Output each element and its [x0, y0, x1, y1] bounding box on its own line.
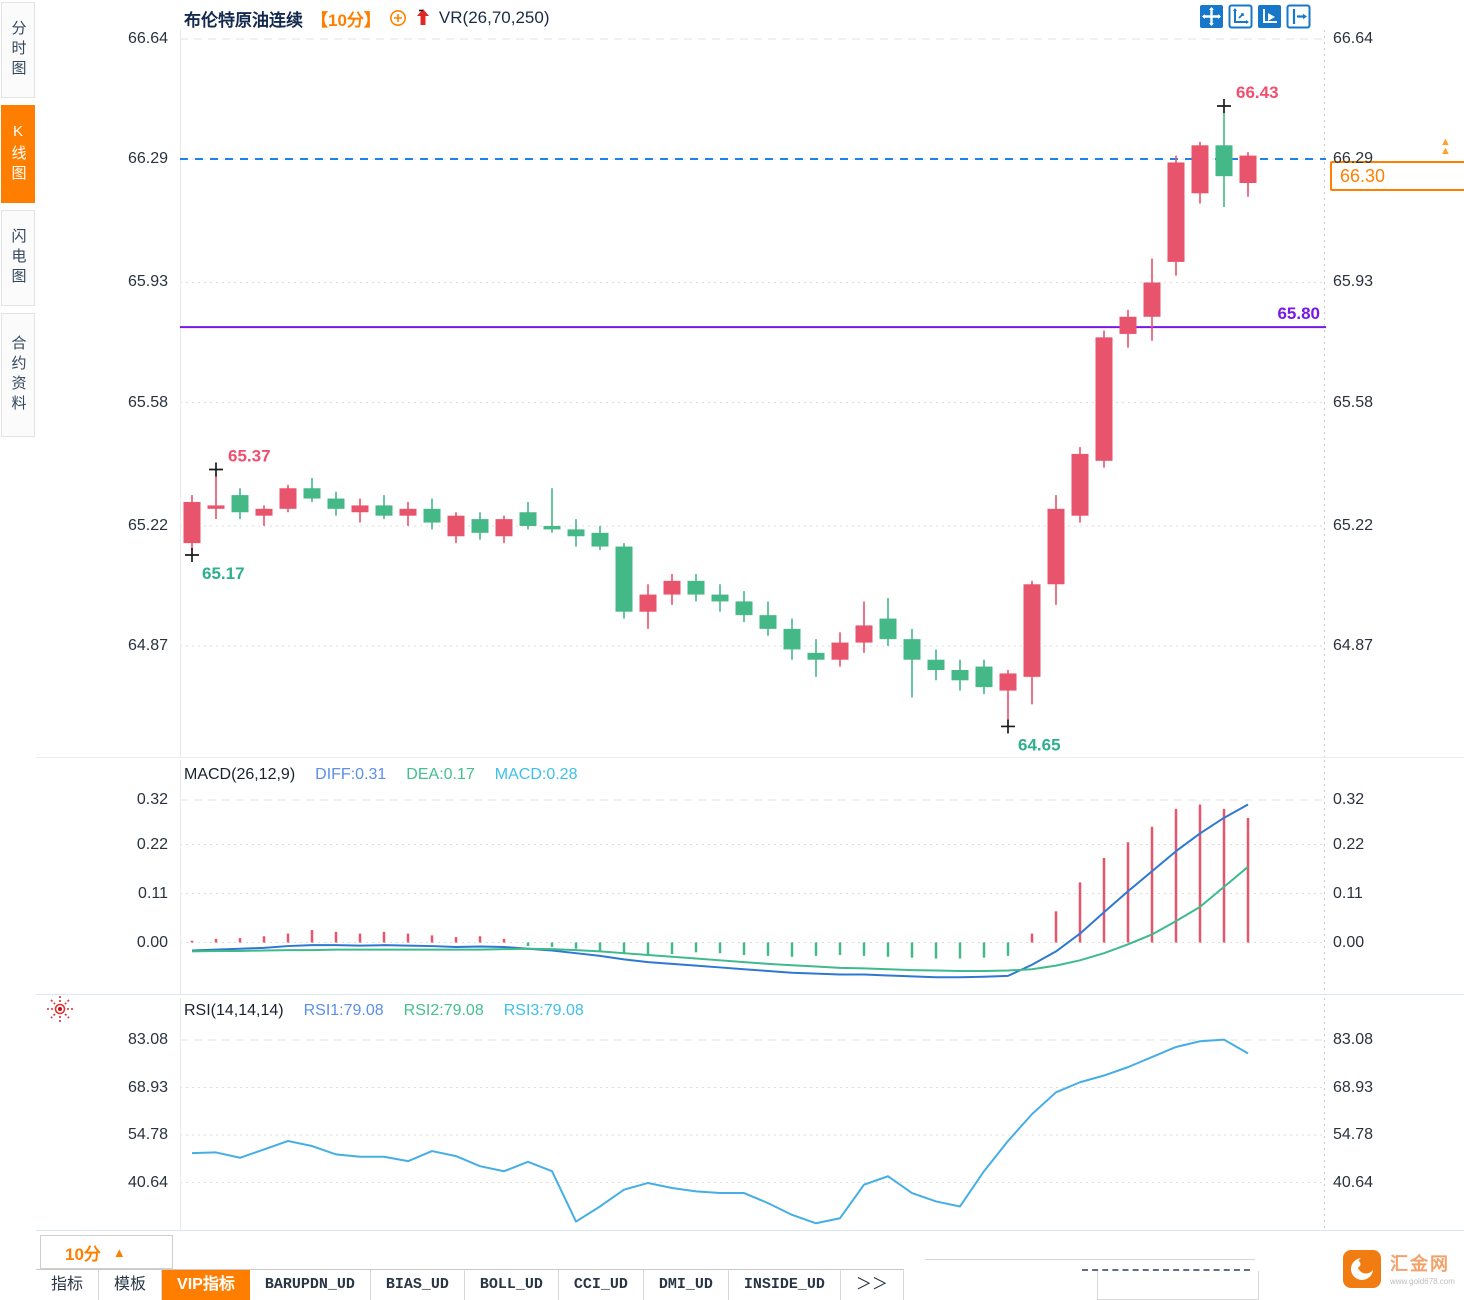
macd-diff-value: DIFF:0.31 — [315, 766, 387, 783]
y-axis-label-left: 65.58 — [127, 393, 168, 411]
extreme-marker — [209, 462, 223, 477]
logo-url: www.gold678.com — [1390, 1277, 1455, 1286]
indicator-tabbar: 指标 模板 VIP指标 BARUPDN_UD BIAS_UD BOLL_UD CCI_UD D… — [36, 1269, 904, 1300]
rsi2-value: RSI2:79.08 — [403, 1002, 484, 1019]
tab-10[interactable]: ＞＞ — [840, 1270, 904, 1300]
hline-label: 65.80 — [1277, 304, 1320, 323]
y-axis-label-right: 65.58 — [1333, 393, 1374, 411]
extreme-marker — [185, 547, 199, 562]
rsi1-value: RSI1:79.08 — [303, 1002, 384, 1019]
candlestick-chart[interactable]: 65.80 65.17 65.37 64.65 66.43 — [180, 30, 1326, 757]
y-axis-label-right: 54.78 — [1333, 1126, 1374, 1144]
y-axis-label-left: 0.11 — [138, 884, 168, 902]
y-axis-label-right: 0.00 — [1333, 933, 1365, 951]
y-axis-label-right: 66.64 — [1333, 30, 1374, 47]
y-axis-label-right: 40.64 — [1333, 1173, 1374, 1191]
y-axis-label-right: 65.22 — [1333, 516, 1374, 534]
axis-play-icon[interactable] — [1257, 4, 1282, 29]
y-axis-label-left: 0.00 — [136, 933, 168, 951]
sidebar-item-2[interactable]: K线图 — [1, 105, 35, 203]
macd-params: MACD(26,12,9) — [184, 766, 296, 783]
panel-separator — [36, 757, 1464, 758]
y-axis-label-left: 66.64 — [127, 30, 168, 47]
rsi-header: RSI(14,14,14) RSI1:79.08 RSI2:79.08 RSI3… — [184, 1002, 584, 1020]
price-up-arrows-icon: ▲ ▲ — [1440, 136, 1451, 157]
sidebar-item-1[interactable]: 分时图 — [1, 2, 35, 98]
dashed-marks — [1082, 1269, 1250, 1271]
macd-chart[interactable] — [180, 760, 1326, 993]
rsi-chart[interactable] — [180, 998, 1326, 1230]
tab-6[interactable]: BOLL_UD — [464, 1270, 559, 1300]
divider-line — [925, 1259, 1255, 1260]
tab-8[interactable]: DMI_UD — [643, 1270, 729, 1300]
sidebar: 分时图 K线图闪电图合约资料 — [0, 2, 36, 444]
price-extreme-label: 64.65 — [1018, 735, 1061, 754]
red-up-arrow-icon — [415, 8, 431, 28]
y-axis-label-left: 0.32 — [136, 791, 168, 808]
move-crosshair-icon[interactable] — [1199, 4, 1224, 29]
axis-scale-icon[interactable] — [1228, 4, 1253, 29]
y-axis-label-right: 65.93 — [1333, 273, 1374, 291]
candles-layer — [183, 111, 1257, 722]
tab-3[interactable]: VIP指标 — [162, 1270, 250, 1300]
logo-name: 汇金网 — [1390, 1254, 1450, 1274]
y-axis-label-left: 65.93 — [127, 273, 168, 291]
price-extreme-label: 65.17 — [202, 564, 245, 583]
period-value: 10分 — [65, 1244, 101, 1264]
y-axis-label-left: 0.22 — [136, 835, 168, 853]
chart-toolbar — [1199, 4, 1311, 29]
circle-plus-icon[interactable] — [389, 9, 407, 27]
y-axis-label-right: 66.29 — [1333, 150, 1374, 168]
macd-header: MACD(26,12,9) DIFF:0.31 DEA:0.17 MACD:0.… — [184, 766, 577, 784]
tab-7[interactable]: CCI_UD — [558, 1270, 644, 1300]
y-axis-label-right: 0.32 — [1333, 791, 1365, 808]
y-axis-label-left: 64.87 — [127, 637, 168, 654]
y-axis-label-left: 54.78 — [127, 1126, 168, 1144]
y-axis-label-right: 68.93 — [1333, 1078, 1374, 1096]
y-axis-label-right: 64.87 — [1333, 637, 1374, 654]
y-axis-label-left: 66.29 — [127, 150, 168, 168]
chart-title-row: 布伦特原油连续 【10分】 VR(26,70,250) — [184, 5, 550, 31]
site-logo[interactable]: 汇金网 www.gold678.com — [1343, 1250, 1455, 1288]
logo-icon — [1343, 1250, 1381, 1288]
y-axis-label-left: 83.08 — [127, 1031, 168, 1048]
y-axis-label-left: 68.93 — [127, 1078, 168, 1096]
y-axis-label-right: 0.22 — [1333, 835, 1365, 853]
panel-separator — [36, 1230, 1464, 1231]
period-selector[interactable]: 10分 ▲ — [40, 1235, 173, 1269]
indicator-label: VR(26,70,250) — [438, 8, 550, 27]
y-axis-label-left: 65.22 — [127, 516, 168, 534]
alert-sun-icon[interactable] — [44, 993, 76, 1025]
tab-1[interactable]: 指标 — [36, 1270, 100, 1300]
sidebar-item-4[interactable]: 合约资料 — [1, 313, 35, 437]
symbol-name: 布伦特原油连续 — [184, 10, 303, 30]
y-axis-label-right: 0.11 — [1333, 884, 1363, 902]
tab-4[interactable]: BARUPDN_UD — [249, 1270, 371, 1300]
rsi3-value: RSI3:79.08 — [503, 1002, 584, 1019]
price-extreme-label: 66.43 — [1236, 83, 1279, 102]
tab-2[interactable]: 模板 — [99, 1270, 163, 1300]
macd-hist-value: MACD:0.28 — [494, 766, 578, 783]
y-axis-label-left: 40.64 — [127, 1173, 168, 1191]
macd-dea-value: DEA:0.17 — [406, 766, 475, 783]
extreme-marker — [1217, 99, 1231, 114]
tab-9[interactable]: INSIDE_UD — [728, 1270, 841, 1300]
tab-5[interactable]: BIAS_UD — [370, 1270, 465, 1300]
price-extreme-label: 65.37 — [228, 447, 271, 466]
triangle-up-icon: ▲ — [112, 1244, 126, 1260]
sidebar-item-3[interactable]: 闪电图 — [1, 210, 35, 306]
rsi-params: RSI(14,14,14) — [184, 1002, 284, 1019]
y-axis-label-right: 83.08 — [1333, 1031, 1374, 1048]
panel-separator — [36, 994, 1464, 995]
period-label: 【10分】 — [311, 10, 381, 30]
pan-right-icon[interactable] — [1286, 4, 1311, 29]
last-price-tag[interactable]: 66.30 — [1330, 161, 1464, 191]
extreme-marker — [1001, 719, 1015, 734]
tabbar-empty-panel — [1097, 1271, 1259, 1300]
